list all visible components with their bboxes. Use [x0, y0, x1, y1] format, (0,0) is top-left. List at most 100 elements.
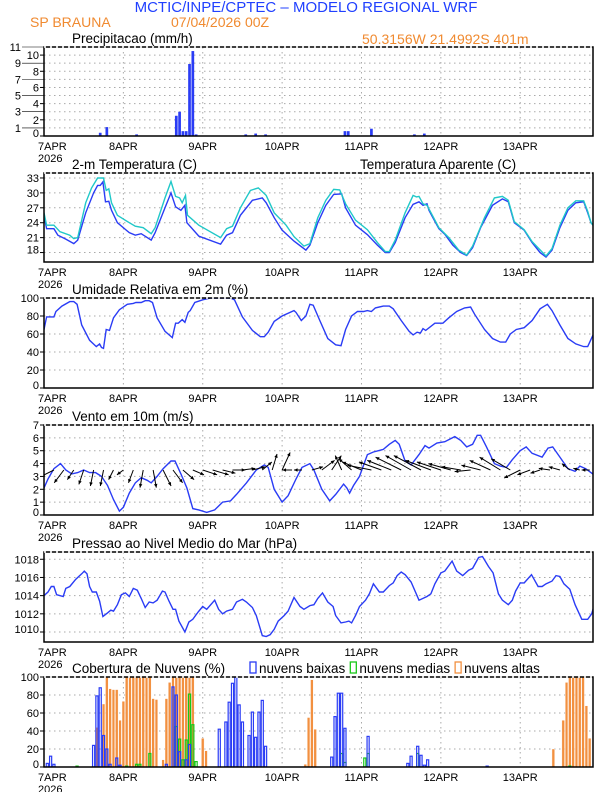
bar-nuvens-baixas [416, 745, 420, 767]
wind-vector [469, 459, 491, 471]
bar-nuvens-altas [118, 720, 122, 767]
y-tick-label: 1016 [15, 572, 39, 584]
y-tick-label: 1012 [15, 609, 39, 621]
bar-nuvens-baixas [263, 745, 268, 767]
wind-vector-head [78, 480, 82, 485]
x-tick-label: 12APR [423, 267, 458, 279]
y-tick-label: 33 [27, 173, 39, 185]
bar-nuvens-altas [141, 677, 145, 767]
bar-nuvens-baixas [217, 728, 221, 767]
x-tick-label: 10APR [265, 772, 300, 784]
wind-vector-head [347, 464, 352, 468]
x-tick-label: 13APR [503, 520, 538, 532]
wind-vector-head [108, 475, 112, 480]
y-tick-label: 8 [33, 66, 39, 78]
x-year-label: 2026 [38, 659, 62, 671]
wind-vector-head [128, 478, 132, 483]
legend-swatch [249, 661, 257, 674]
x-year-label: 2026 [38, 784, 62, 792]
x-tick-label: 11APR [344, 520, 378, 532]
plot-area [98, 51, 496, 136]
y-tick-label: 80 [27, 311, 39, 323]
y-tick-label: 40 [27, 726, 39, 738]
bar-nuvens-altas [128, 677, 132, 767]
x-tick-label: 8APR [109, 393, 138, 405]
wind-vector-head [342, 461, 347, 465]
bar-precip [254, 133, 258, 136]
x-year-label: 2026 [38, 279, 62, 291]
plot-area [44, 177, 593, 258]
wind-vector [375, 456, 402, 471]
bar-precip [346, 131, 350, 136]
x-tick-label: 9APR [188, 267, 217, 279]
bar-nuvens-medias [184, 739, 188, 767]
bar-nuvens-altas [148, 677, 152, 767]
x-tick-label: 8APR [109, 267, 138, 279]
wind-vector [393, 455, 422, 471]
wind-vector-head [454, 469, 459, 473]
wind-vector-head [213, 472, 218, 476]
bar-nuvens-altas [201, 738, 205, 767]
wind-vector [385, 455, 412, 471]
bar-nuvens-altas [121, 701, 125, 767]
y-tick-label: 60 [27, 708, 39, 720]
wind-vector-head [274, 454, 278, 458]
plot-area [45, 677, 592, 767]
bar-nuvens-baixas [224, 721, 228, 767]
legend-apparent-temperature: Temperatura Aparente (C) [360, 157, 516, 172]
wind-vector-head [405, 460, 410, 464]
x-tick-label: 9APR [188, 772, 217, 784]
bar-nuvens-baixas [260, 699, 264, 767]
x-tick-label: 11APR [344, 393, 378, 405]
panel-6: 0 20 40 60 80 100 7APR 8APR 9APR 10APR 11APR 12APR 1… [21, 661, 594, 792]
panel-title: Vento em 10m (m/s) [72, 409, 194, 424]
legend-swatch [349, 661, 357, 674]
bar-precip [184, 131, 188, 136]
bar-nuvens-baixas [105, 748, 109, 767]
wind-vector [358, 461, 382, 471]
bar-nuvens-baixas [339, 692, 344, 767]
bar-nuvens-baixas [234, 677, 238, 767]
series-line-velocidade [44, 434, 593, 514]
wind-vector-head [375, 457, 380, 461]
bar-nuvens-baixas [95, 695, 99, 767]
y-tick-label: 11 [10, 42, 21, 54]
x-year-label: 2026 [38, 153, 62, 165]
wind-vector-head [224, 472, 229, 476]
wind-vector-head [573, 467, 578, 471]
y-tick-label: 0 [33, 380, 39, 392]
y-tick-label: 0 [33, 128, 39, 140]
x-tick-label: 10APR [265, 267, 300, 279]
y-tick-label: 9 [15, 58, 21, 70]
bar-precip [188, 63, 191, 136]
chart-main-title: MCTIC/INPE/CPTEC – MODELO REGIONAL WRF [134, 0, 478, 16]
bar-nuvens-medias [148, 752, 152, 767]
wind-vector-head [282, 468, 287, 472]
y-tick-label: 18 [27, 245, 39, 257]
series-line-Temperatura-Aparente [44, 177, 593, 258]
panel-title: Pressao ao Nivel Medio do Mar (hPa) [72, 536, 297, 551]
y-tick-label: 2 [33, 115, 39, 127]
wind-vector-head [54, 478, 58, 483]
bar-nuvens-altas [144, 677, 149, 767]
y-tick-label: 21 [27, 233, 39, 245]
bar-nuvens-altas [564, 682, 569, 767]
x-tick-label: 10APR [265, 141, 300, 153]
y-tick-label: 1 [15, 123, 21, 135]
bar-nuvens-altas [138, 677, 142, 767]
bar-nuvens-baixas [101, 734, 106, 767]
bar-nuvens-baixas [409, 755, 413, 767]
y-tick-label: 1010 [15, 624, 39, 636]
wind-vector-head [261, 465, 266, 470]
wind-vector [416, 461, 442, 471]
wind-vector-head [479, 457, 484, 461]
bar-precip [413, 134, 416, 136]
y-tick-label: 7 [15, 74, 21, 86]
y-tick-label: 0 [33, 759, 39, 771]
bar-nuvens-altas [154, 699, 158, 767]
wind-vector [405, 459, 432, 471]
y-tick-label: 1 [33, 497, 39, 509]
wind-vector-head [517, 471, 522, 476]
plot-frame [43, 46, 594, 137]
bar-nuvens-baixas [240, 721, 245, 767]
